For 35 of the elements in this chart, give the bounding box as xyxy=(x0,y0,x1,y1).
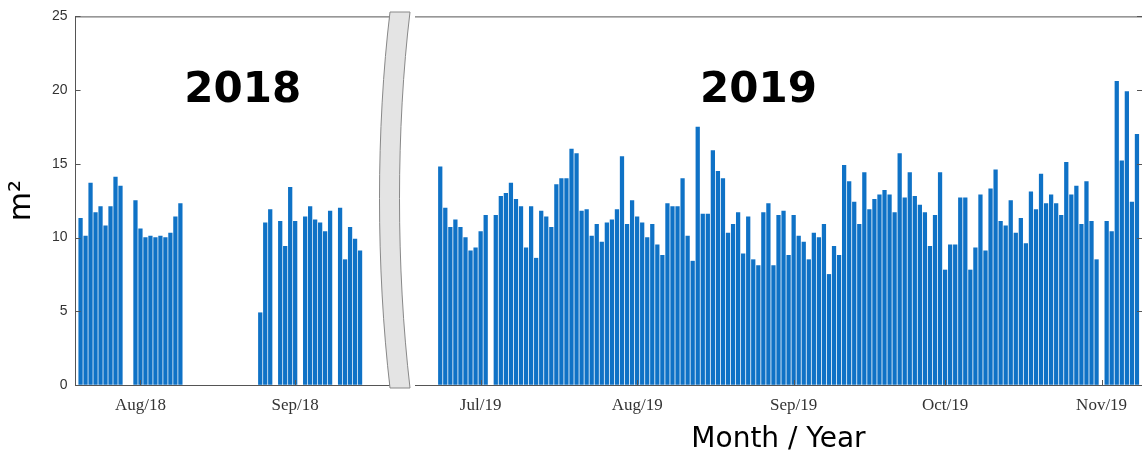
x-tick-label: Jul/19 xyxy=(459,394,502,414)
y-tick-label: 20 xyxy=(51,80,68,97)
text: 2019 xyxy=(700,63,817,113)
bar xyxy=(327,210,333,385)
x-tick-label: Aug/19 xyxy=(611,394,663,414)
bar xyxy=(937,172,943,385)
y-axis-title: m² xyxy=(1,180,37,222)
bar xyxy=(619,156,625,385)
bar xyxy=(1134,134,1140,385)
y-tick-label: 0 xyxy=(59,375,68,392)
bar xyxy=(1028,191,1034,385)
x-tick-label: Nov/19 xyxy=(1076,394,1128,414)
text: 2018 xyxy=(184,63,302,113)
bar xyxy=(438,166,443,385)
y-tick-label: 25 xyxy=(51,7,68,24)
x-tick-label: Aug/18 xyxy=(114,394,166,414)
bar xyxy=(821,223,827,385)
x-tick-label: Oct/19 xyxy=(921,394,969,414)
x-tick-label: Sep/19 xyxy=(770,394,818,414)
x-axis-title: Month / Year xyxy=(691,421,867,455)
bar xyxy=(831,246,837,385)
bar xyxy=(1048,194,1054,385)
bar xyxy=(629,200,635,385)
bar xyxy=(483,215,488,385)
bar xyxy=(735,212,741,385)
bar xyxy=(508,182,514,385)
bar xyxy=(528,206,534,385)
y-tick-label: 15 xyxy=(51,154,68,171)
x-tick-label: Sep/18 xyxy=(271,394,319,414)
bar xyxy=(347,226,353,385)
bar xyxy=(278,221,283,385)
y-tick-label: 10 xyxy=(51,228,68,245)
bar xyxy=(337,207,343,385)
y-tick-label: 5 xyxy=(59,302,68,319)
bar xyxy=(1038,173,1044,385)
